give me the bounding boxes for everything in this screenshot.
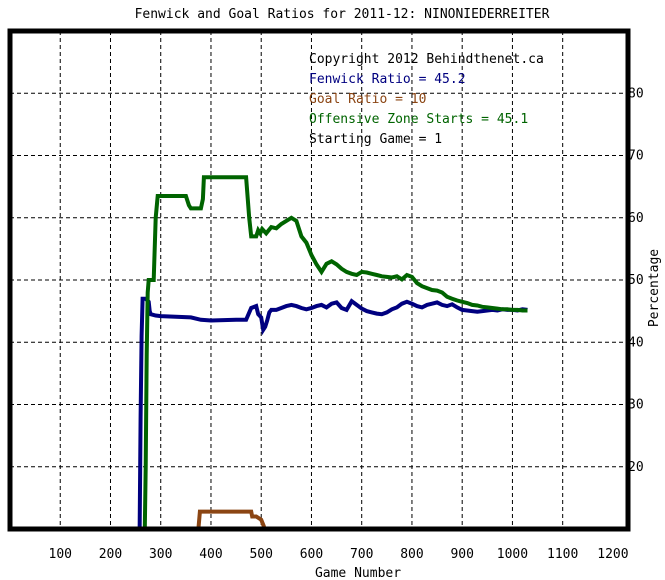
legend-entry: Fenwick Ratio = 45.2 (309, 72, 466, 87)
x-tick-label: 400 (199, 547, 222, 562)
y-tick-label: 50 (628, 273, 644, 288)
x-tick-label: 800 (400, 547, 423, 562)
legend: Copyright 2012 Behindthenet.ca Fenwick Ra… (309, 52, 544, 147)
x-tick-label: 1200 (597, 547, 628, 562)
y-tick-label: 20 (628, 460, 644, 475)
x-tick-label: 600 (300, 547, 323, 562)
y-tick-label: 80 (628, 86, 644, 101)
legend-entry: Starting Game = 1 (309, 132, 442, 147)
y-tick-label: 30 (628, 398, 644, 413)
series-line-goal-ratio (196, 509, 267, 529)
series-line-offensive-zone-starts (142, 175, 528, 529)
x-axis-ticks: 100 200 300 400 500 600 700 800 900 1000 1100 1200 (49, 547, 629, 562)
y-tick-label: 40 (628, 335, 644, 350)
x-tick-label: 700 (350, 547, 373, 562)
y-tick-label: 70 (628, 149, 644, 164)
y-axis-ticks: 20 30 40 50 60 70 80 (628, 86, 644, 475)
grid (10, 31, 628, 529)
chart-title: Fenwick and Goal Ratios for 2011-12: NIN… (135, 7, 550, 22)
x-tick-label: 1000 (497, 547, 528, 562)
legend-entry: Copyright 2012 Behindthenet.ca (309, 52, 544, 67)
y-axis-label: Percentage (647, 249, 662, 327)
series-layer (137, 175, 528, 529)
x-axis-label: Game Number (315, 566, 401, 580)
legend-entry: Goal Ratio = 10 (309, 92, 426, 107)
x-tick-label: 100 (49, 547, 72, 562)
x-tick-label: 900 (450, 547, 473, 562)
x-tick-label: 1100 (547, 547, 578, 562)
legend-entry: Offensive Zone Starts = 45.1 (309, 112, 528, 127)
plot-frame (7, 28, 631, 532)
x-tick-label: 200 (99, 547, 122, 562)
x-tick-label: 300 (149, 547, 172, 562)
x-tick-label: 500 (249, 547, 272, 562)
series-line-fenwick-ratio (137, 296, 528, 529)
y-tick-label: 60 (628, 211, 644, 226)
